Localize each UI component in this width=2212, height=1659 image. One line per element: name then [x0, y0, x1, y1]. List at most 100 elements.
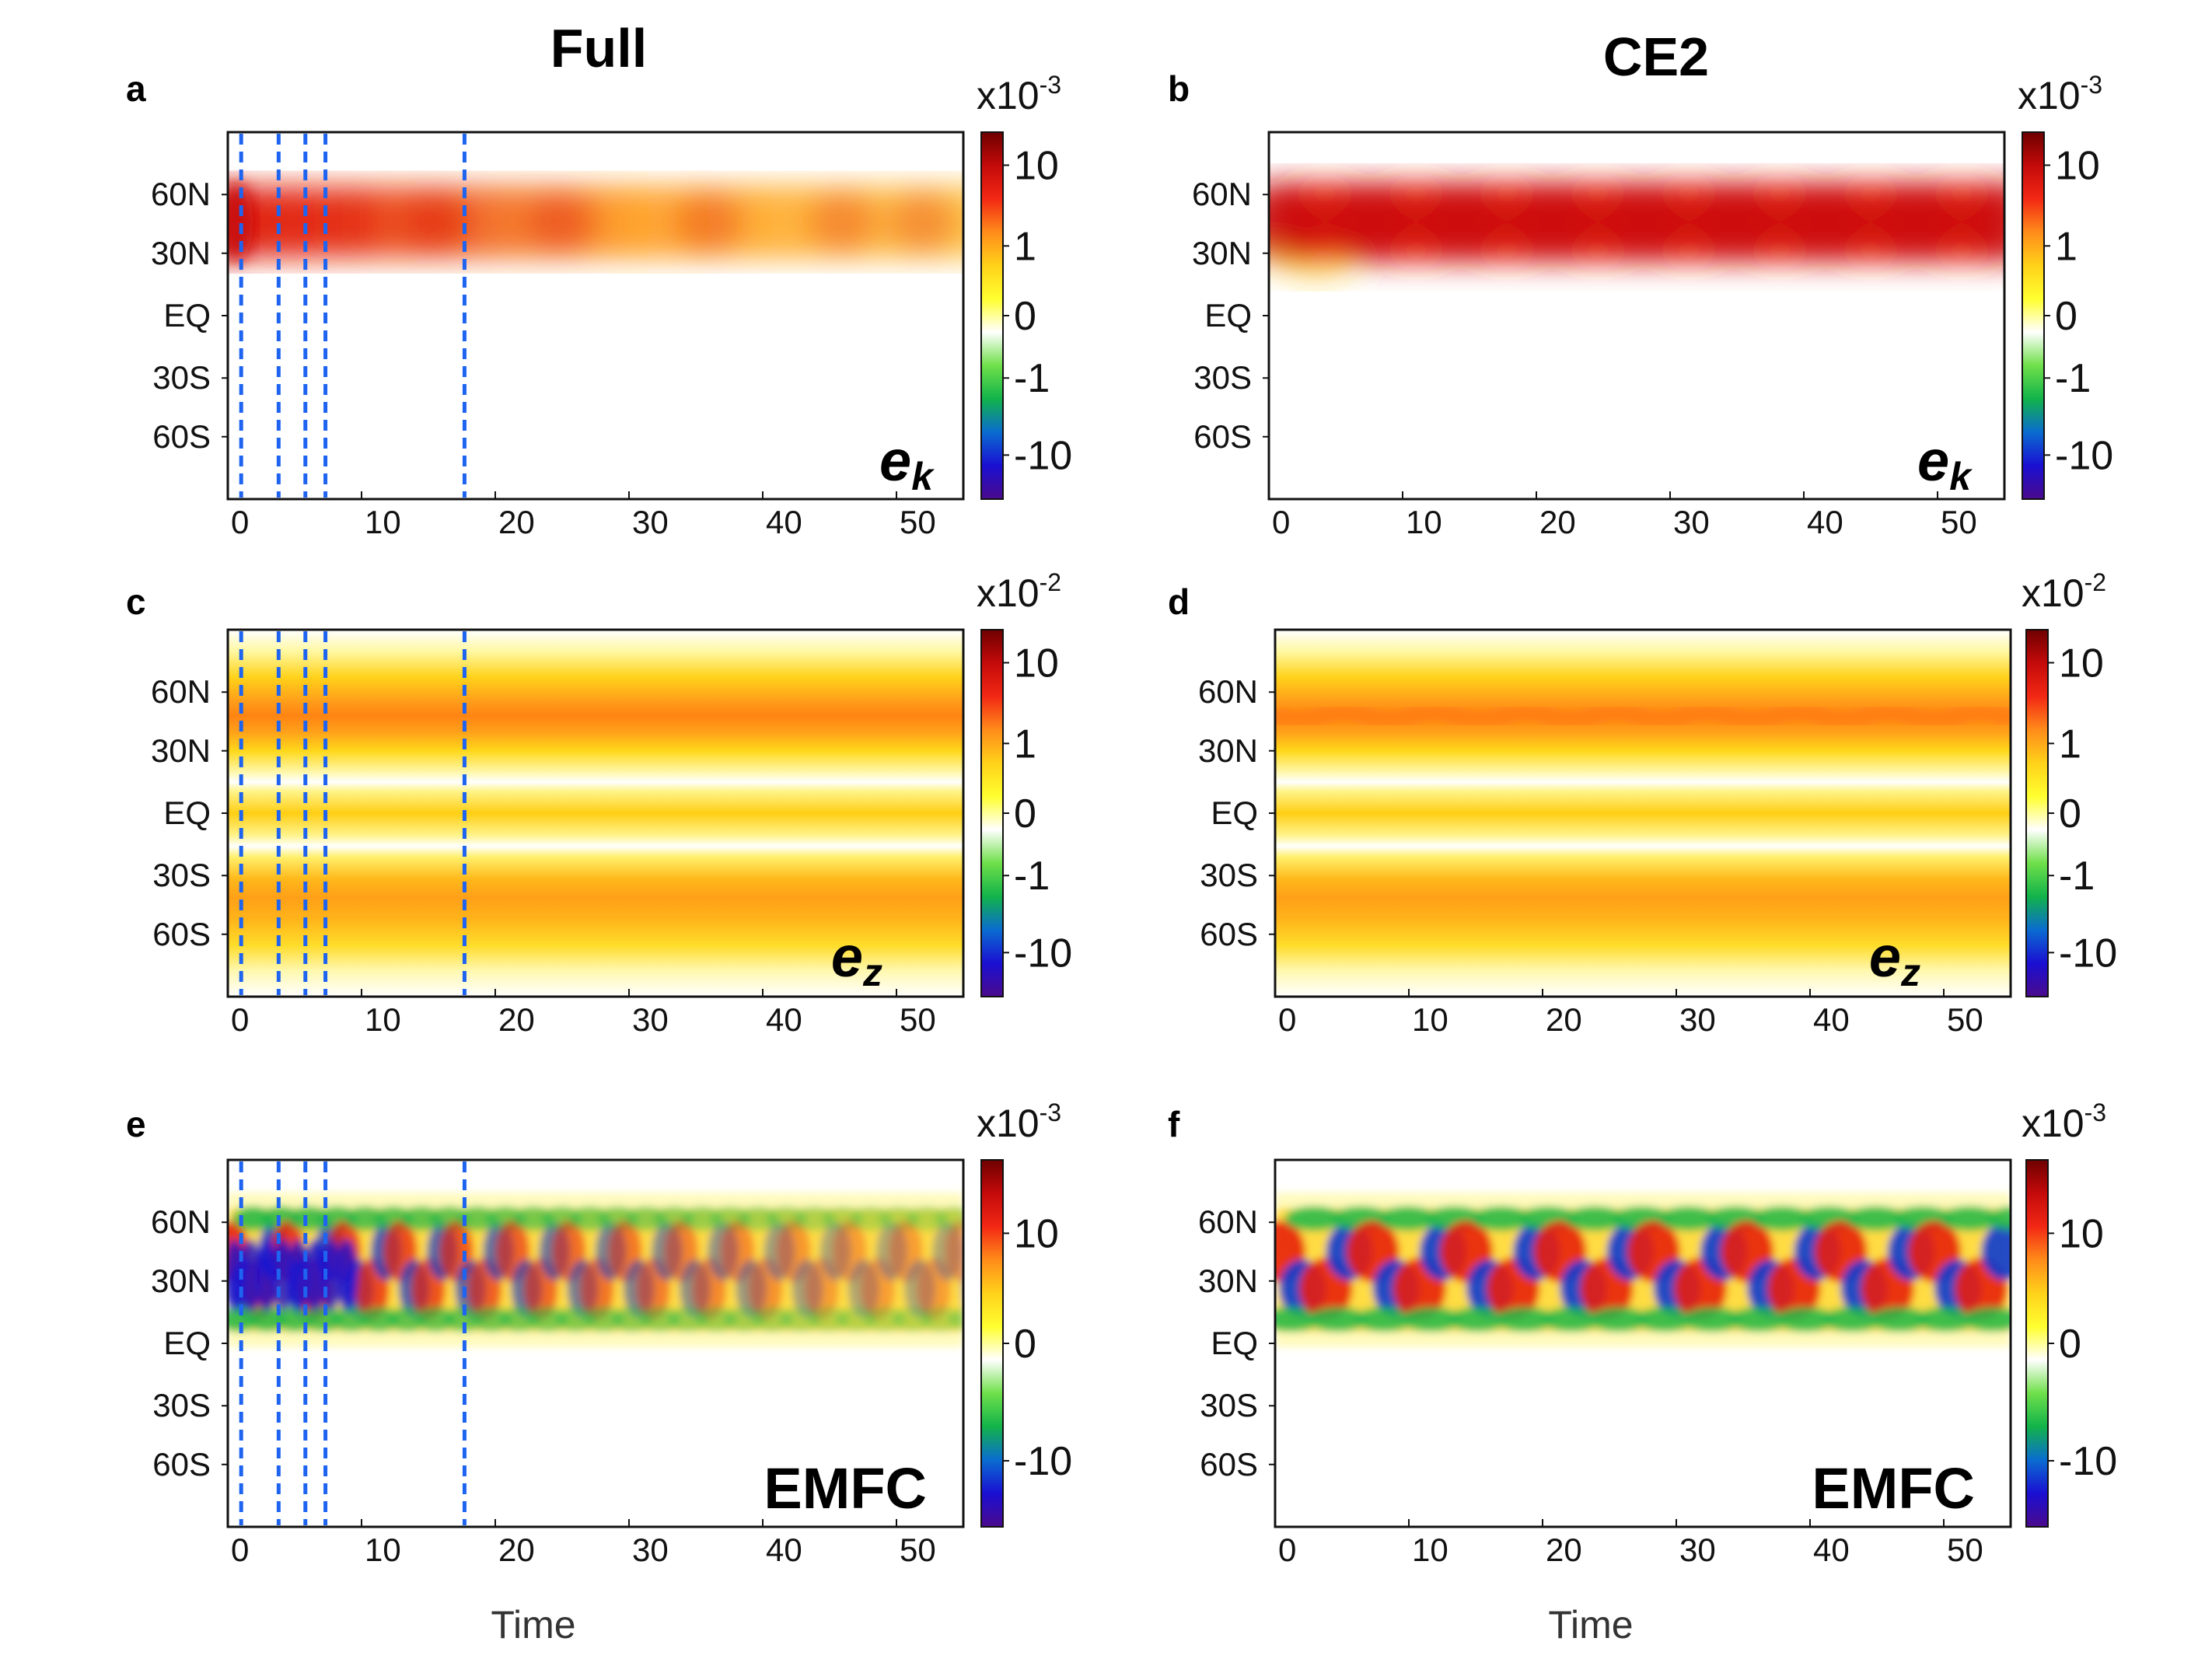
- x-tick-label: 30: [632, 504, 669, 540]
- colorbar-tick-label: -1: [2059, 854, 2095, 899]
- x-tick-label: 50: [1941, 504, 1977, 540]
- colorbar-tick-label: -10: [2059, 1439, 2117, 1484]
- y-tick-label: 30S: [152, 359, 211, 396]
- y-tick-label: 60S: [152, 1446, 211, 1483]
- x-tick-label: 50: [1947, 1532, 1983, 1568]
- x-tick-label: 20: [1546, 1532, 1582, 1568]
- colorbar-tick-label: 0: [1014, 791, 1036, 836]
- colorbar-tick-label: -1: [1014, 356, 1050, 401]
- colorbar-tick-label: 10: [1014, 641, 1059, 686]
- y-tick-label: EQ: [163, 795, 211, 831]
- x-tick-label: 20: [498, 1001, 535, 1038]
- x-axis-label-ce2: Time: [1548, 1603, 1633, 1647]
- x-tick-label: 10: [365, 504, 401, 540]
- x-tick-label: 10: [1412, 1532, 1448, 1568]
- y-tick-label: 60S: [1200, 916, 1258, 952]
- variable-label: EMFC: [764, 1456, 927, 1521]
- y-tick-label: 60N: [1192, 176, 1252, 212]
- colorbar-tick-label: -10: [1014, 931, 1072, 976]
- y-tick-label: 30S: [1200, 857, 1258, 893]
- colorbar-tick-label: 10: [2055, 143, 2100, 188]
- y-tick-label: 30S: [1193, 359, 1252, 396]
- y-tick-label: 30N: [151, 732, 211, 769]
- y-tick-label: 30N: [151, 235, 211, 271]
- y-tick-label: 60N: [1198, 1203, 1258, 1240]
- y-tick-label: 60S: [152, 916, 211, 952]
- colorbar-tick-label: 0: [1014, 1322, 1036, 1367]
- colorbar-tick-label: 0: [1014, 294, 1036, 339]
- y-tick-label: 60S: [1200, 1446, 1258, 1483]
- colorbar-tick-label: -10: [1014, 1439, 1072, 1484]
- x-tick-label: 20: [498, 1532, 535, 1568]
- colorbar-tick-label: 10: [2059, 641, 2104, 686]
- heatmap-field: [228, 1160, 963, 1527]
- column-title-full: Full: [550, 18, 647, 79]
- colorbar-tick-label: 0: [2055, 294, 2077, 339]
- x-tick-label: 40: [1813, 1001, 1850, 1038]
- colorbar-tick-label: 0: [2059, 1322, 2081, 1367]
- x-tick-label: 40: [766, 1532, 802, 1568]
- heatmap-field: [1275, 1160, 2011, 1527]
- x-tick-label: 0: [1278, 1001, 1296, 1038]
- colorbar-tick-label: 10: [1014, 143, 1059, 188]
- x-tick-label: 30: [1673, 504, 1710, 540]
- x-tick-label: 20: [1539, 504, 1576, 540]
- colorbar-tick-label: 1: [2055, 224, 2077, 269]
- colorbar-scale: x10-3: [2022, 1098, 2106, 1145]
- colorbar-tick-label: -10: [2055, 433, 2113, 478]
- y-tick-label: 30N: [1198, 732, 1258, 769]
- x-tick-label: 0: [231, 1001, 249, 1038]
- y-tick-label: 30S: [152, 1387, 211, 1423]
- x-tick-label: 10: [365, 1532, 401, 1568]
- panel-letter: a: [126, 68, 146, 109]
- x-axis-label-full: Time: [491, 1603, 575, 1647]
- y-tick-label: 30N: [1192, 235, 1252, 271]
- panel-f: f 60N 30N EQ 30S 60S 0 10 20 30 40 50 EMFC x10-3 10 0 -1…: [1168, 1098, 2117, 1568]
- colorbar-scale: x10-3: [977, 1098, 1061, 1145]
- x-tick-label: 40: [766, 504, 802, 540]
- colorbar-tick-label: -1: [1014, 854, 1050, 899]
- x-tick-label: 30: [632, 1001, 669, 1038]
- x-tick-label: 10: [1412, 1001, 1448, 1038]
- panel-letter: b: [1168, 68, 1190, 109]
- x-tick-label: 0: [1278, 1532, 1296, 1568]
- heatmap-field: [1275, 630, 2011, 997]
- heatmap-field: [228, 630, 963, 997]
- x-tick-label: 50: [900, 1001, 936, 1038]
- y-tick-label: EQ: [1211, 1325, 1258, 1361]
- y-tick-label: 60N: [151, 673, 211, 710]
- colorbar-scale: x10-2: [2022, 568, 2106, 615]
- column-title-ce2: CE2: [1603, 26, 1709, 87]
- x-tick-label: 40: [766, 1001, 802, 1038]
- variable-label: ez: [1869, 924, 1920, 994]
- colorbar-scale: x10-3: [977, 71, 1061, 117]
- y-tick-label: EQ: [163, 297, 211, 334]
- colorbar: x10-3 10 0 -10: [977, 1098, 1072, 1528]
- heatmap-field: [1269, 132, 2004, 499]
- panel-letter: d: [1168, 582, 1190, 622]
- x-tick-label: 50: [1947, 1001, 1983, 1038]
- y-tick-label: 30S: [1200, 1387, 1258, 1423]
- panel-e: e 60N 30N EQ 30S 60S 0 10 20 30 40 50 EMFC x10-3 10 0 -1…: [126, 1098, 1072, 1568]
- y-tick-label: 30N: [1198, 1263, 1258, 1299]
- colorbar: x10-3 10 0 -10: [2022, 1098, 2117, 1528]
- x-tick-label: 0: [1272, 504, 1290, 540]
- heatmap-field: [228, 132, 963, 499]
- y-tick-label: 60N: [1198, 673, 1258, 710]
- x-tick-label: 30: [632, 1532, 669, 1568]
- x-tick-label: 20: [1546, 1001, 1582, 1038]
- y-tick-label: 60N: [151, 1203, 211, 1240]
- x-tick-label: 20: [498, 504, 535, 540]
- panel-letter: f: [1168, 1104, 1180, 1144]
- x-tick-label: 10: [1406, 504, 1442, 540]
- x-tick-label: 0: [231, 1532, 249, 1568]
